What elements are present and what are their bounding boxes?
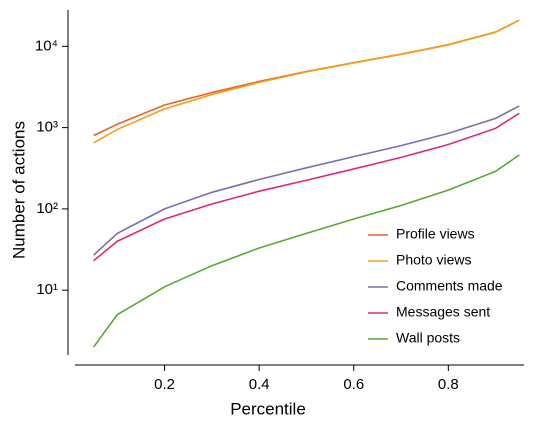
y-axis-label: Number of actions xyxy=(9,121,28,259)
x-tick-label: 0.8 xyxy=(438,376,459,393)
x-tick-label: 0.2 xyxy=(154,376,175,393)
legend-label: Wall posts xyxy=(396,330,460,346)
y-tick-label: 10¹ xyxy=(36,281,58,298)
line xyxy=(93,19,520,137)
x-tick-label: 0.6 xyxy=(343,376,364,393)
legend-label: Comments made xyxy=(396,278,503,294)
x-axis-label: Percentile xyxy=(230,399,306,418)
y-tick-label: 10⁴ xyxy=(35,37,58,54)
y-tick-label: 10³ xyxy=(36,119,58,136)
legend-label: Photo views xyxy=(396,252,471,268)
line xyxy=(92,154,520,348)
line xyxy=(93,112,520,262)
y-tick-label: 10² xyxy=(36,200,58,217)
line xyxy=(93,105,520,256)
line xyxy=(93,19,520,144)
x-tick-label: 0.4 xyxy=(249,376,270,393)
legend-label: Messages sent xyxy=(396,304,490,320)
legend-label: Profile views xyxy=(396,226,475,242)
